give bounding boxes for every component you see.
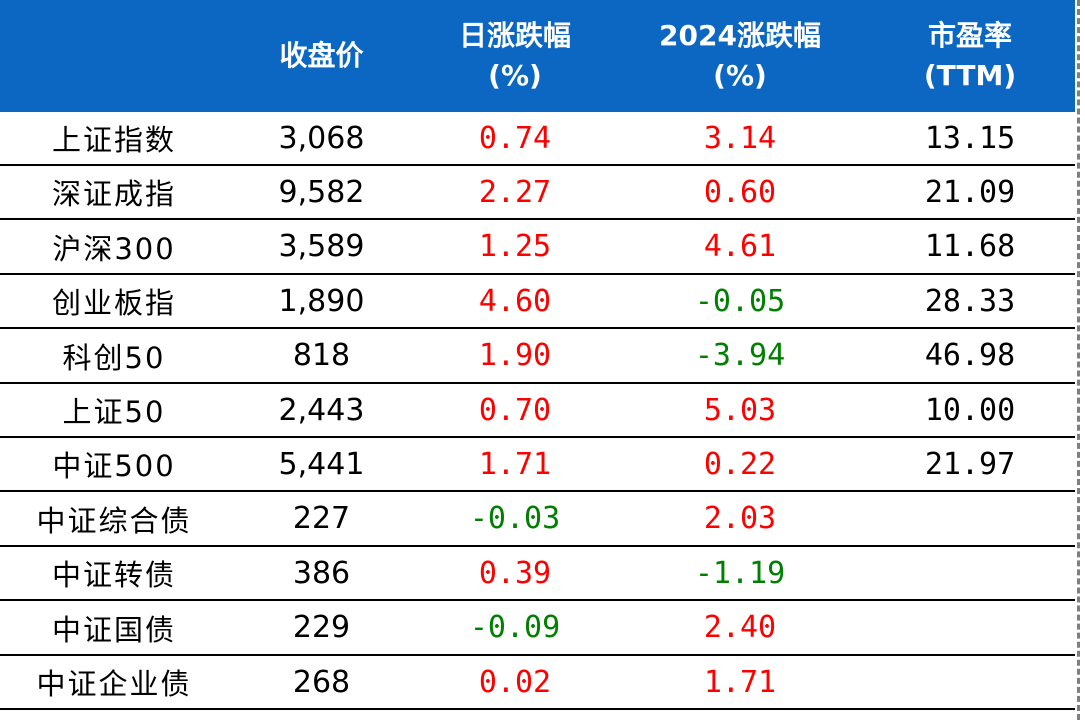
index-name-cell: 创业板指 [51,286,176,321]
ytd-change-cell: -3.94 [694,338,786,374]
daily-change-cell: 1.71 [478,446,552,482]
header-col-daily-change-line2: (%) [488,59,542,92]
header-col-ytd-change-line1: 2024涨跌幅 [659,19,821,52]
header-col-ytd-change: 2024涨跌幅 (%) [615,0,865,112]
header-col-daily-change: 日涨跌幅 (%) [415,0,615,112]
daily-change-cell: 0.70 [478,392,552,428]
close-price-cell: 9,582 [278,174,365,210]
table-row: 中证国债 229 -0.09 2.40 [0,602,1075,656]
index-name-cell: 科创50 [62,340,166,375]
pe-ratio-cell: 13.15 [924,120,1016,156]
close-price-cell: 227 [292,501,351,537]
close-price-cell: 386 [292,555,351,591]
close-price-cell: 268 [292,664,351,700]
ytd-change-cell: 0.60 [703,174,777,210]
daily-change-cell: -0.09 [469,610,561,646]
index-name-cell: 上证50 [62,395,166,429]
header-col-close-line1: 收盘价 [279,39,364,72]
table-row: 中证转债 386 0.39 -1.19 [0,547,1075,602]
ytd-change-cell: 5.03 [703,392,777,428]
daily-change-cell: 0.02 [478,664,552,700]
pe-ratio-cell: 46.98 [924,338,1016,374]
table-header: 收盘价 日涨跌幅 (%) 2024涨跌幅 (%) 市盈率 (TTM) [0,0,1075,112]
pe-ratio-cell: 28.33 [924,283,1016,319]
ytd-change-cell: 2.03 [703,501,777,537]
daily-change-cell: 2.27 [478,174,552,210]
daily-change-cell: 0.39 [478,555,552,591]
pe-ratio-cell: 10.00 [924,392,1016,428]
index-name-cell: 中证企业债 [36,667,192,701]
close-price-cell: 5,441 [278,446,365,482]
daily-change-cell: -0.03 [469,501,561,537]
header-col-name [0,0,228,112]
table-row: 上证指数 3,068 0.74 3.14 13.15 [0,112,1075,166]
pe-ratio-cell: 11.68 [924,229,1016,265]
table-row: 深证成指 9,582 2.27 0.60 21.09 [0,166,1075,221]
pe-ratio-cell [865,493,1075,545]
ytd-change-cell: -0.05 [694,283,786,319]
header-col-pe-line2: (TTM) [923,59,1017,92]
index-name-cell: 上证指数 [51,123,176,157]
ytd-change-cell: 0.22 [703,446,777,482]
index-name-cell: 深证成指 [51,177,176,212]
ytd-change-cell: 1.71 [703,664,777,700]
table-row: 中证500 5,441 1.71 0.22 21.97 [0,438,1075,493]
index-name-cell: 中证综合债 [36,503,192,538]
header-col-pe-line1: 市盈率 [927,19,1012,52]
pe-ratio-cell: 21.97 [924,446,1016,482]
table-row: 创业板指 1,890 4.60 -0.05 28.33 [0,275,1075,330]
pe-ratio-cell [865,656,1075,708]
pe-ratio-cell [865,602,1075,654]
close-price-cell: 3,589 [278,229,365,265]
header-col-close: 收盘价 [228,0,415,112]
daily-change-cell: 0.74 [478,120,552,156]
daily-change-cell: 1.25 [478,229,552,265]
close-price-cell: 229 [292,610,351,646]
header-col-pe: 市盈率 (TTM) [865,0,1075,112]
ytd-change-cell: 4.61 [703,229,777,265]
header-col-daily-change-line1: 日涨跌幅 [458,19,571,52]
header-col-ytd-change-line2: (%) [713,59,767,92]
index-name-cell: 中证国债 [51,612,176,647]
table-row: 科创50 818 1.90 -3.94 46.98 [0,330,1075,384]
daily-change-cell: 1.90 [478,338,552,374]
ytd-change-cell: 2.40 [703,610,777,646]
close-price-cell: 818 [292,338,351,374]
index-name-cell: 中证转债 [51,558,176,593]
page-break-dashed-line [1077,0,1080,720]
ytd-change-cell: -1.19 [694,555,786,591]
pe-ratio-cell [865,547,1075,599]
table-row: 中证综合债 227 -0.03 2.03 [0,493,1075,547]
close-price-cell: 2,443 [278,392,365,428]
table-row: 中证企业债 268 0.02 1.71 [0,656,1075,710]
table-row: 沪深300 3,589 1.25 4.61 11.68 [0,221,1075,275]
table-row: 上证50 2,443 0.70 5.03 10.00 [0,384,1075,438]
close-price-cell: 3,068 [278,120,365,156]
daily-change-cell: 4.60 [478,283,552,319]
ytd-change-cell: 3.14 [703,120,777,156]
pe-ratio-cell: 21.09 [924,174,1016,210]
index-name-cell: 中证500 [52,449,176,484]
index-name-cell: 沪深300 [52,231,176,266]
close-price-cell: 1,890 [278,283,365,319]
